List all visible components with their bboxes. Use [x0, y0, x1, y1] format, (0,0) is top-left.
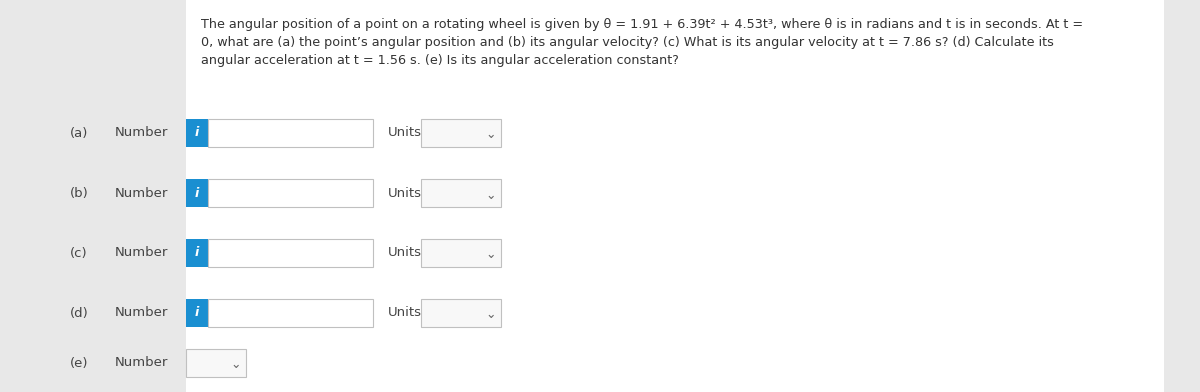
Text: i: i: [194, 187, 199, 200]
Bar: [208, 239, 373, 267]
Bar: [421, 299, 502, 327]
Text: Number: Number: [115, 307, 168, 319]
Bar: [208, 119, 373, 147]
Text: The angular position of a point on a rotating wheel is given by θ = 1.91 + 6.39t: The angular position of a point on a rot…: [202, 18, 1084, 31]
Text: (c): (c): [70, 247, 88, 260]
Text: i: i: [194, 307, 199, 319]
Text: Units: Units: [388, 187, 422, 200]
Text: Number: Number: [115, 247, 168, 260]
Text: i: i: [194, 127, 199, 140]
Text: Units: Units: [388, 247, 422, 260]
Text: Units: Units: [388, 127, 422, 140]
Text: (a): (a): [70, 127, 89, 140]
Text: ⌄: ⌄: [486, 189, 497, 201]
Text: ⌄: ⌄: [230, 359, 241, 372]
Text: ⌄: ⌄: [486, 129, 497, 142]
Bar: [421, 119, 502, 147]
Text: i: i: [194, 247, 199, 260]
Bar: [186, 179, 208, 207]
Bar: [186, 119, 208, 147]
Text: (d): (d): [70, 307, 89, 319]
Bar: [186, 239, 208, 267]
Bar: [208, 299, 373, 327]
Text: Number: Number: [115, 356, 168, 370]
Text: Units: Units: [388, 307, 422, 319]
Text: Number: Number: [115, 127, 168, 140]
Bar: [208, 179, 373, 207]
Text: (e): (e): [70, 356, 89, 370]
Bar: [186, 349, 246, 377]
Text: angular acceleration at t = 1.56 s. (e) Is its angular acceleration constant?: angular acceleration at t = 1.56 s. (e) …: [202, 54, 679, 67]
Text: ⌄: ⌄: [486, 249, 497, 261]
Text: ⌄: ⌄: [486, 309, 497, 321]
Bar: [421, 179, 502, 207]
Text: (b): (b): [70, 187, 89, 200]
Text: Number: Number: [115, 187, 168, 200]
Bar: [421, 239, 502, 267]
Bar: [186, 299, 208, 327]
Text: 0, what are (a) the point’s angular position and (b) its angular velocity? (c) W: 0, what are (a) the point’s angular posi…: [202, 36, 1054, 49]
Bar: [186, 0, 1164, 392]
